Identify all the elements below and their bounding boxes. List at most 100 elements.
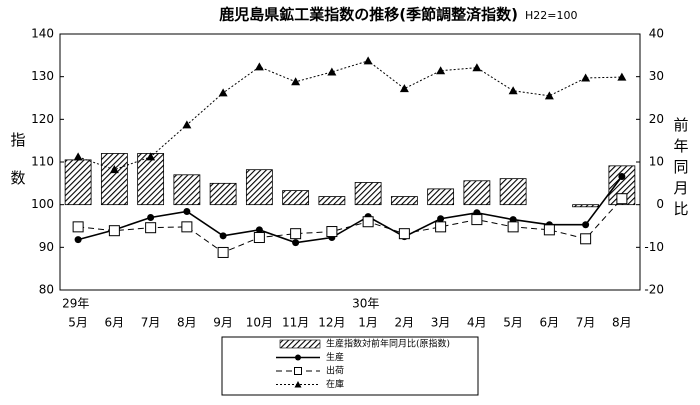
point [507, 221, 519, 233]
bar [137, 153, 165, 206]
y2-tick-label: 20 [649, 112, 664, 126]
legend-label: 生産 [326, 351, 344, 363]
point [398, 228, 410, 240]
point [544, 91, 554, 100]
point [219, 232, 227, 240]
point [292, 239, 300, 247]
point [472, 63, 482, 72]
point [617, 72, 627, 81]
bar [427, 188, 455, 206]
point [508, 86, 518, 95]
y2-axis-title: 前年同月比 [673, 116, 688, 218]
bar [318, 196, 346, 206]
x-tick-label: 7月 [141, 316, 161, 330]
point [362, 216, 374, 228]
point [291, 77, 301, 86]
x-tick-label: 2月 [395, 316, 415, 330]
y-tick-label: 90 [39, 240, 54, 254]
legend-marker [294, 367, 302, 375]
point [253, 232, 265, 244]
point [181, 221, 193, 233]
point [218, 88, 228, 97]
point [74, 236, 82, 244]
point [109, 165, 119, 174]
x-tick-label: 3月 [431, 316, 451, 330]
x-tick-label: 10月 [246, 316, 273, 330]
point [254, 62, 264, 71]
point [326, 226, 338, 238]
legend-label: 在庫 [326, 378, 344, 390]
x-tick-label: 9月 [213, 316, 233, 330]
point [72, 221, 84, 233]
point [183, 207, 191, 215]
bar [100, 153, 128, 206]
legend-marker [295, 354, 301, 361]
point [582, 221, 590, 229]
legend-label: 出荷 [326, 365, 344, 377]
x-tick-label: 7月 [576, 316, 596, 330]
line [77, 60, 622, 171]
x-tick-label: 5月 [68, 316, 88, 330]
bar [354, 182, 382, 206]
x-tick-label: 4月 [467, 316, 487, 330]
x-tick-label: 5月 [503, 316, 523, 330]
point [327, 67, 337, 76]
point [437, 215, 445, 223]
point [581, 73, 591, 82]
point [108, 225, 120, 237]
y-tick-label: 140 [31, 27, 54, 41]
point [435, 221, 447, 233]
line [78, 198, 623, 254]
x-tick-label: 11月 [282, 316, 309, 330]
x-tick-label: 8月 [177, 316, 197, 330]
chart-title: 鹿児島県鉱工業指数の推移(季節調整済指数) [219, 6, 518, 24]
x-tick-label: 6月 [105, 316, 125, 330]
point [182, 120, 192, 129]
bar [499, 178, 527, 206]
bar [64, 159, 92, 206]
point [145, 222, 157, 234]
bar [209, 182, 237, 206]
point [363, 56, 373, 65]
y-tick-label: 80 [39, 283, 54, 297]
x-year-label: 30年 [352, 297, 379, 311]
y-tick-label: 110 [31, 155, 54, 169]
point [147, 213, 155, 221]
bar [173, 174, 201, 206]
y-tick-label: 100 [31, 197, 54, 211]
y2-tick-label: 0 [656, 197, 664, 211]
legend-swatch [279, 339, 321, 349]
y-tick-label: 120 [31, 112, 54, 126]
x-year-label: 29年 [62, 297, 89, 311]
point [618, 173, 626, 181]
point [146, 152, 156, 161]
legend-box [221, 336, 479, 396]
bar [390, 196, 418, 206]
point [580, 233, 592, 245]
point [217, 246, 229, 258]
chart-subtitle: H22=100 [525, 9, 577, 22]
bar [572, 204, 600, 208]
legend-label: 生産指数対前年同月比(原指数) [326, 338, 450, 350]
point [616, 193, 628, 205]
bar [282, 190, 310, 206]
point [399, 84, 409, 93]
bar [463, 180, 491, 206]
x-tick-label: 12月 [318, 316, 345, 330]
legend-marker [294, 381, 302, 388]
point [73, 152, 83, 161]
x-tick-label: 8月 [612, 316, 632, 330]
point [436, 66, 446, 75]
point [255, 226, 263, 234]
point [509, 216, 517, 224]
y-axis-title: 指数 [10, 131, 25, 187]
y2-tick-label: -10 [644, 240, 664, 254]
bar [245, 169, 273, 206]
y-tick-label: 130 [31, 69, 54, 83]
x-tick-label: 6月 [540, 316, 560, 330]
x-tick-label: 1月 [358, 316, 378, 330]
y2-tick-label: 10 [649, 155, 664, 169]
point [543, 224, 555, 236]
